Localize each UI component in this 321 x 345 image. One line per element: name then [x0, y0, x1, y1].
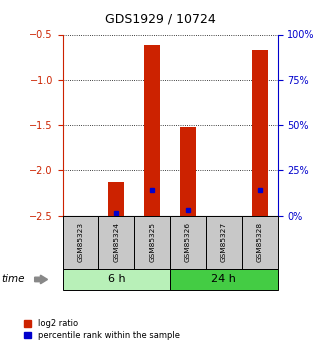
Bar	[252, 50, 268, 216]
Text: GSM85325: GSM85325	[149, 223, 155, 262]
Text: GSM85327: GSM85327	[221, 222, 227, 263]
Text: GSM85328: GSM85328	[257, 222, 263, 263]
Text: GSM85323: GSM85323	[77, 223, 83, 262]
Text: time: time	[2, 275, 25, 284]
Text: GSM85324: GSM85324	[113, 223, 119, 262]
Text: 24 h: 24 h	[212, 275, 236, 284]
Text: 6 h: 6 h	[108, 275, 125, 284]
Text: GDS1929 / 10724: GDS1929 / 10724	[105, 12, 216, 25]
Legend: log2 ratio, percentile rank within the sample: log2 ratio, percentile rank within the s…	[23, 319, 180, 341]
Bar	[180, 127, 196, 216]
Bar	[108, 182, 125, 216]
Bar	[144, 46, 160, 216]
Text: GSM85326: GSM85326	[185, 223, 191, 262]
